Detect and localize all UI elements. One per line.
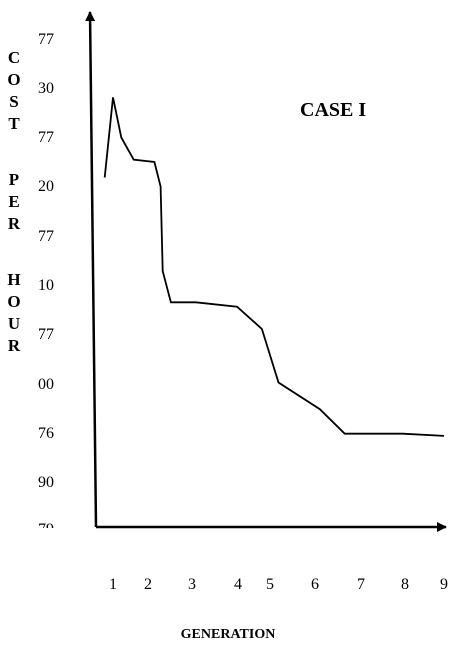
y-tick-label: 10 — [38, 277, 54, 294]
y-tick-label: 30 — [38, 80, 54, 97]
y-axis — [85, 11, 98, 528]
x-axis-label: GENERATION — [180, 627, 276, 642]
y-axis-label-letter: P — [8, 170, 20, 189]
y-tick-label: 20 — [38, 178, 54, 195]
x-tick-label: 5 — [266, 576, 274, 593]
chart-title: CASE I — [300, 99, 367, 121]
y-axis-label-letter: H — [7, 270, 21, 289]
y-axis-label-letter: C — [7, 48, 21, 67]
y-tick-label: 79 — [26, 521, 66, 528]
y-tick-label: 77 — [38, 326, 54, 343]
y-tick-label: 90 — [38, 474, 54, 491]
y-tick-label: 00 — [38, 376, 54, 393]
x-tick-label: 7 — [357, 576, 365, 593]
y-axis-label-letter: O — [7, 70, 21, 89]
y-tick-label: 76 — [38, 425, 54, 442]
x-tick-label: 3 — [188, 576, 196, 593]
y-axis-label-letter: E — [8, 192, 20, 211]
x-tick-label: 8 — [401, 576, 409, 593]
x-tick-label: 4 — [234, 576, 242, 593]
y-axis-label-letter: R — [7, 214, 21, 233]
data-line — [103, 97, 445, 437]
x-tick-label: 9 — [440, 576, 448, 593]
y-tick-label: 77 — [38, 31, 54, 48]
x-tick-label: 6 — [311, 576, 319, 593]
y-axis-label-letter: U — [7, 314, 21, 333]
y-axis-label-letter: T — [8, 114, 20, 133]
x-tick-label: 1 — [109, 576, 117, 593]
y-tick-label: 77 — [38, 228, 54, 245]
y-axis-label-letter: O — [7, 292, 21, 311]
x-tick-label: 2 — [144, 576, 152, 593]
y-axis-label-letter: R — [7, 336, 21, 355]
y-tick-label: 77 — [38, 129, 54, 146]
y-axis-label-letter: S — [9, 92, 19, 111]
